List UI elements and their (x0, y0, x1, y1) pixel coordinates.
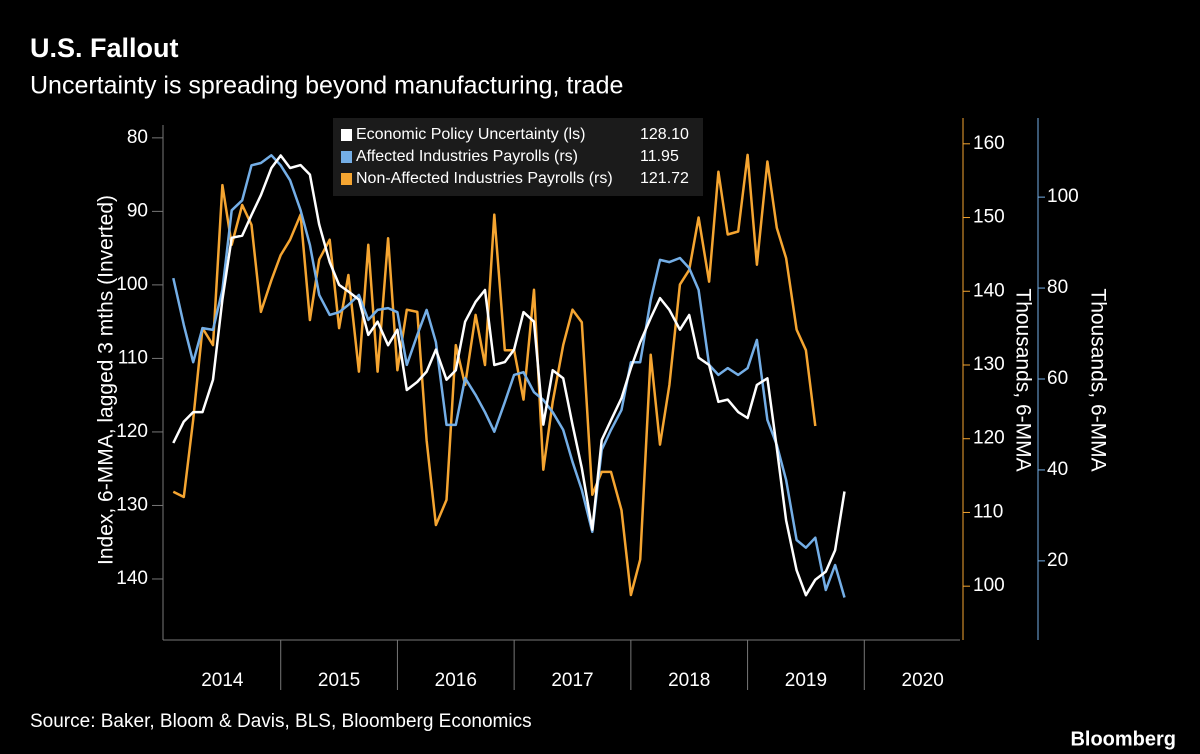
y2-axis-title: Thousands, 6-MMA (1011, 288, 1034, 471)
y2-tick-label: 140 (973, 280, 1005, 301)
y-axis-title: Index, 6-MMA, lagged 3 mths (Inverted) (95, 195, 118, 565)
x-tick-label: 2019 (785, 670, 827, 691)
y-tick-label: 140 (116, 568, 148, 589)
legend-swatch (341, 129, 352, 141)
legend: Economic Policy Uncertainty (ls) 128.10 Af… (333, 118, 703, 196)
x-tick-label: 2016 (435, 670, 477, 691)
y2-tick-label: 120 (973, 428, 1005, 449)
y2-tick-label: 110 (973, 501, 1003, 522)
legend-box (333, 118, 703, 196)
series-line (172, 154, 846, 598)
y-tick-label: 110 (118, 347, 148, 368)
legend-value: 11.95 (640, 148, 679, 165)
x-tick-label: 2018 (668, 670, 710, 691)
legend-value: 128.10 (640, 126, 689, 143)
x-tick-label: 2015 (318, 670, 360, 691)
brand: Bloomberg (1070, 728, 1176, 750)
y2-tick-label: 100 (973, 575, 1005, 596)
y-tick-label: 100 (116, 274, 148, 295)
x-tick-label: 2017 (551, 670, 593, 691)
x-tick-label: 2020 (902, 670, 944, 691)
x-tick-label: 2014 (201, 670, 244, 691)
y3-axis-title: Thousands, 6-MMA (1086, 288, 1109, 471)
y-tick-label: 80 (127, 127, 148, 148)
y3-tick-label: 40 (1047, 459, 1068, 480)
legend-swatch (341, 151, 352, 163)
y2-tick-label: 160 (973, 133, 1005, 154)
legend-value: 121.72 (640, 170, 689, 187)
y3-tick-label: 100 (1047, 186, 1079, 207)
y-tick-label: 120 (116, 421, 148, 442)
legend-label: Non-Affected Industries Payrolls (rs) (356, 170, 613, 187)
y-tick-label: 130 (116, 494, 148, 515)
source-note: Source: Baker, Bloom & Davis, BLS, Bloom… (30, 711, 532, 732)
y3-tick-label: 20 (1047, 550, 1068, 571)
y3-tick-label: 80 (1047, 277, 1068, 298)
legend-swatch (341, 173, 352, 185)
series-line (172, 154, 846, 597)
y2-tick-label: 130 (973, 354, 1005, 375)
y-tick-label: 90 (127, 200, 148, 221)
series-line (172, 153, 817, 597)
y2-tick-label: 150 (973, 207, 1005, 228)
chart-title: U.S. Fallout (30, 33, 179, 63)
chart-subtitle: Uncertainty is spreading beyond manufact… (30, 72, 623, 100)
y3-tick-label: 60 (1047, 368, 1068, 389)
legend-label: Economic Policy Uncertainty (ls) (356, 126, 585, 143)
legend-label: Affected Industries Payrolls (rs) (356, 148, 578, 165)
